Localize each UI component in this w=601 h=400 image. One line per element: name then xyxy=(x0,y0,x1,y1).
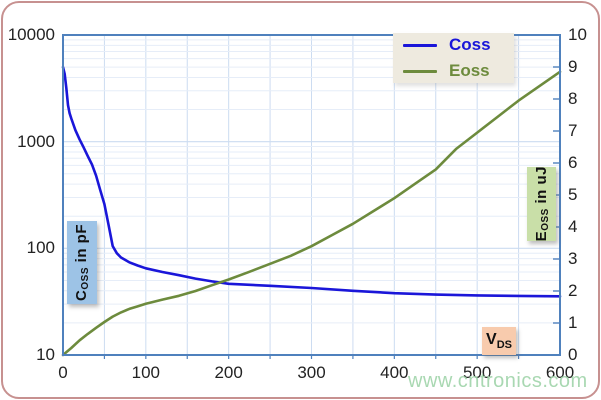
right-axis-tick-label: 3 xyxy=(568,249,578,268)
x-axis-tick-label: 500 xyxy=(462,363,492,382)
right-axis-tick-label: 10 xyxy=(568,25,587,44)
legend-item-eoss: Eoss xyxy=(403,61,504,81)
x-axis-tick-label: 0 xyxy=(58,363,68,382)
right-axis-tick-label: 7 xyxy=(568,121,578,140)
x-axis-tick-label: 600 xyxy=(545,363,575,382)
left-axis-tick-label: 10 xyxy=(36,345,55,364)
legend-label-coss: Coss xyxy=(449,35,491,54)
right-axis-tick-label: 5 xyxy=(568,185,578,204)
right-axis-tick-label: 4 xyxy=(568,217,578,236)
legend-label-eoss: Eoss xyxy=(449,61,490,80)
right-axis-title-box: EOSS in uJ xyxy=(527,166,556,242)
x-axis-tick-label: 400 xyxy=(380,363,409,382)
right-axis-tick-label: 1 xyxy=(568,313,578,332)
left-axis-title: COSS in pF xyxy=(73,224,91,301)
right-axis-tick-label: 6 xyxy=(568,153,578,172)
x-axis-tick-label: 300 xyxy=(297,363,326,382)
right-axis-tick-label: 8 xyxy=(568,89,578,108)
legend: Coss Eoss xyxy=(393,33,514,83)
x-axis-title-box: VDS xyxy=(482,327,516,355)
watermark-text: www.cntronics.com xyxy=(408,370,588,392)
left-axis-tick-label: 1000 xyxy=(17,131,55,151)
right-axis-title: EOSS in uJ xyxy=(532,166,551,242)
legend-item-coss: Coss xyxy=(403,35,504,55)
eoss-curve xyxy=(61,70,562,357)
coss-line-swatch xyxy=(403,43,437,47)
right-axis-tick-label: 0 xyxy=(568,345,578,364)
x-axis-title: VDS xyxy=(486,330,512,352)
x-axis-tick-label: 200 xyxy=(214,363,243,382)
left-axis-tick-label: 10000 xyxy=(7,25,55,44)
left-axis-title-box: COSS in pF xyxy=(67,221,97,304)
eoss-line-swatch xyxy=(403,69,437,73)
left-axis-tick-label: 100 xyxy=(26,238,55,258)
x-axis-tick-label: 100 xyxy=(131,363,161,382)
right-axis-tick-label: 9 xyxy=(568,57,578,76)
coss-curve xyxy=(61,65,562,298)
right-axis-tick-label: 2 xyxy=(568,281,578,300)
